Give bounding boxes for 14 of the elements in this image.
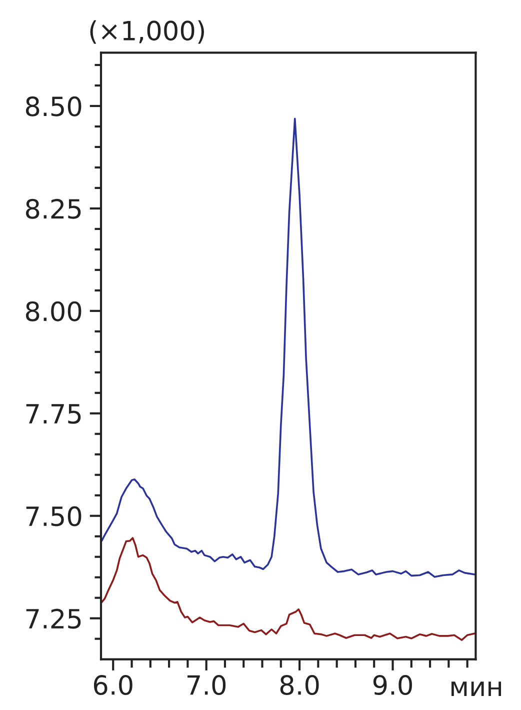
y-tick-label: 7.75 <box>26 404 81 424</box>
y-tick-label: 7.25 <box>26 608 81 629</box>
x-axis-title: мин <box>451 682 502 696</box>
y-tick-label: 7.50 <box>26 506 82 526</box>
x-tick-label: 7.0 <box>188 675 226 696</box>
y-tick-label: 8.50 <box>26 96 82 116</box>
x-tick-label: 9.0 <box>373 675 412 696</box>
x-tick-label: 6.0 <box>94 675 132 696</box>
y-tick-label: 8.25 <box>26 198 81 219</box>
y-axis-title: (×1,000) <box>90 20 204 44</box>
x-tick-label: 8.0 <box>280 675 319 696</box>
y-tick-label: 8.00 <box>26 301 82 322</box>
line-series <box>101 118 476 578</box>
line-series <box>101 537 476 641</box>
